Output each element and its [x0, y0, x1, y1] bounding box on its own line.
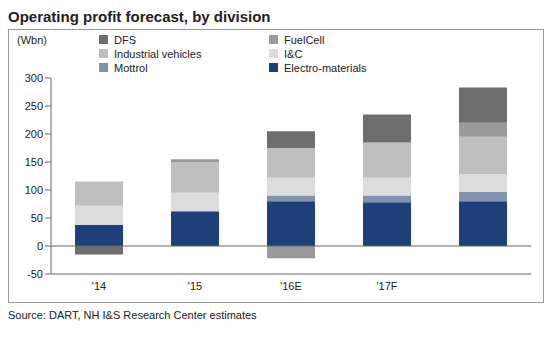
- svg-text:100: 100: [25, 184, 43, 196]
- html-text:Operating profit forecast, by: Operating profit forecast, by division: [8, 8, 271, 25]
- html-text:DFS: DFS: [114, 33, 136, 46]
- svg-text:'17F: '17F: [376, 280, 397, 292]
- html-text:Industrial vehicles: Industrial vehicles: [114, 47, 202, 60]
- svg-text:150: 150: [25, 156, 43, 168]
- html-text:Source: DART, NH I&S Research: Source: DART, NH I&S Research Center est…: [8, 309, 257, 321]
- html-text:I&C: I&C: [284, 47, 303, 60]
- svg-text:'16E: '16E: [280, 280, 302, 292]
- html-text:(Wbn): (Wbn): [17, 34, 47, 46]
- svg-text:200: 200: [25, 128, 43, 140]
- svg-text:250: 250: [25, 100, 43, 112]
- svg-text:50: 50: [31, 212, 43, 224]
- svg-text:'14: '14: [92, 280, 106, 292]
- html-text:Mottrol: Mottrol: [114, 61, 148, 74]
- svg-text:-50: -50: [27, 268, 43, 280]
- html-text:FuelCell: FuelCell: [284, 33, 325, 46]
- svg-text:'15: '15: [188, 280, 202, 292]
- svg-text:300: 300: [25, 72, 43, 84]
- html-text:Electro-materials: Electro-materials: [284, 61, 367, 74]
- svg-text:0: 0: [37, 240, 43, 252]
